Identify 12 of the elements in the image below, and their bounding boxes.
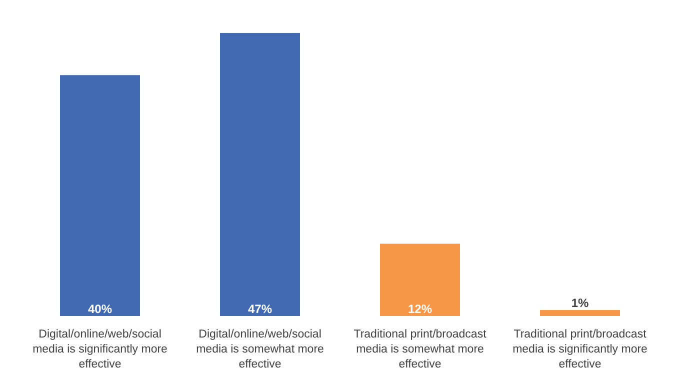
x-tick-label: Traditional print/broadcast media is significantly more effective [512, 328, 648, 370]
data-label: 1% [571, 296, 589, 310]
x-tick-label: Digital/online/web/social media is somewhat more effective [196, 328, 324, 370]
bar [380, 244, 460, 316]
data-label: 12% [408, 302, 432, 316]
bar [60, 75, 140, 316]
bar [220, 33, 300, 316]
data-label: 47% [248, 302, 272, 316]
bar [540, 310, 620, 316]
data-label: 40% [88, 302, 112, 316]
x-tick-label: Digital/online/web/social media is significantly more effective [32, 328, 168, 370]
x-tick-label: Traditional print/broadcast media is somewhat more effective [354, 328, 488, 370]
